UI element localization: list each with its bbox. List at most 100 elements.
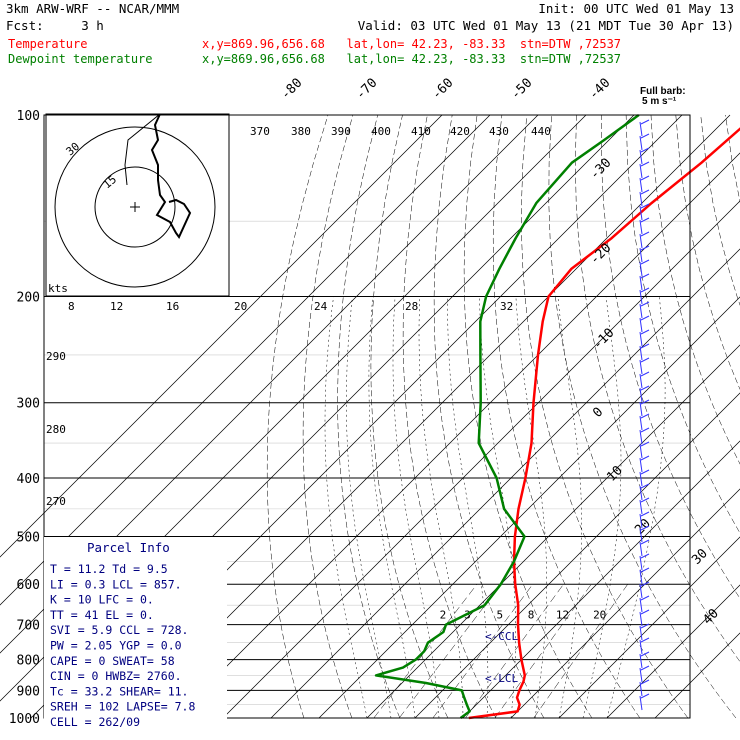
- init-time: Init: 00 UTC Wed 01 May 13: [538, 1, 734, 16]
- pressure-label: 400: [17, 472, 40, 487]
- wind-barb-shaft: [639, 639, 643, 655]
- pressure-label: 500: [17, 530, 40, 545]
- wind-barb-flag: [640, 371, 650, 377]
- dry-adiabat-line: [337, 114, 401, 719]
- wind-barb-shaft: [639, 275, 643, 291]
- isotherm-label: -60: [429, 76, 456, 103]
- lcl-marker: <-LCL: [485, 672, 518, 685]
- hodograph: 30 15 kts: [45, 113, 230, 297]
- mixing-ratio-lines: 2 3 5 8 12 20: [373, 584, 628, 719]
- pressure-label: 1000: [9, 712, 40, 727]
- mixing-ratio-line: [533, 584, 628, 719]
- mixing-ratio-label: 20: [593, 609, 606, 622]
- wind-barb-shaft: [639, 541, 643, 557]
- wind-barb-flag: [640, 525, 650, 531]
- dry-adiabat-line: [650, 114, 740, 465]
- wind-barb-flag: [640, 399, 650, 405]
- isotherm-label: 0: [590, 405, 606, 421]
- parcel-info-row: CAPE = 0 SWEAT= 58: [50, 654, 175, 668]
- wind-barb-shaft: [639, 443, 643, 459]
- wind-barb-flag: [640, 553, 650, 559]
- wind-barb-flag: [640, 203, 650, 209]
- wind-barb-shaft: [639, 135, 643, 151]
- dewpoint-legend-label: Dewpoint temperature: [8, 52, 153, 66]
- wind-barb-shaft: [639, 191, 643, 207]
- wind-barb-flag: [640, 623, 650, 629]
- mixing-ratio-label: 8: [528, 609, 535, 622]
- pressure-label: 100: [17, 109, 40, 124]
- wind-barb-flag: [640, 273, 650, 279]
- parcel-panel-title: Parcel Info: [87, 540, 170, 555]
- dry-adiabat-line: [700, 114, 740, 306]
- hodograph-speed-label: 20: [234, 300, 247, 313]
- wind-barb-shaft: [639, 261, 643, 277]
- theta-label: 400: [371, 125, 391, 138]
- wind-barb-flag: [640, 651, 650, 657]
- theta-label: 370: [250, 125, 270, 138]
- mixing-ratio-line: [494, 584, 592, 719]
- wind-barb-shaft: [639, 681, 643, 697]
- pressure-label: 900: [17, 684, 40, 699]
- wind-barb-flag: [640, 315, 650, 321]
- temperature-legend-info: x,y=869.96,656.68 lat,lon= 42.23, -83.33…: [202, 37, 621, 51]
- pressure-label: 300: [17, 397, 40, 412]
- wind-barb-shaft: [639, 387, 643, 403]
- pressure-label: 200: [17, 291, 40, 306]
- hodograph-speed-label: 8: [68, 300, 75, 313]
- wind-barb-flag: [640, 455, 650, 461]
- wind-barb-flag: [640, 693, 650, 699]
- wind-barb-shaft: [639, 331, 643, 347]
- parcel-info-panel: Parcel Info T = 11.2 Td = 9.5LI = 0.3 LC…: [44, 537, 227, 729]
- parcel-info-row: SREH = 102 LAPSE= 7.8: [50, 700, 195, 714]
- wind-barb-shaft: [639, 471, 643, 487]
- wind-barb-flag: [640, 441, 650, 447]
- dewpoint-legend-info: x,y=869.96,656.68 lat,lon= 42.23, -83.33…: [202, 52, 621, 66]
- hodograph-speed-label: 16: [166, 300, 179, 313]
- wind-barb-shaft: [639, 233, 643, 249]
- wind-barb-shaft: [639, 625, 643, 641]
- dry-adiabat-line: [370, 114, 449, 719]
- wind-barb-flag: [640, 343, 650, 349]
- isotherm-line: [510, 488, 740, 719]
- mixing-ratio-label: 5: [496, 609, 503, 622]
- isotherm-line: [318, 296, 740, 719]
- theta-label: 390: [331, 125, 351, 138]
- pressure-label: 700: [17, 619, 40, 634]
- wind-barb-flag: [640, 287, 650, 293]
- pressure-label: 800: [17, 654, 40, 669]
- dry-adiabat-line: [302, 114, 354, 719]
- parcel-info-row: SVI = 5.9 CCL = 728.: [50, 623, 188, 637]
- model-title: 3km ARW-WRF -- NCAR/MMM: [6, 1, 179, 16]
- parcel-info-row: Tc = 33.2 SHEAR= 11.: [50, 684, 188, 698]
- isotherm-label: 10: [604, 463, 626, 485]
- wind-barb-flag: [640, 329, 650, 335]
- wind-barb-flag: [640, 119, 650, 125]
- wind-barb-shaft: [639, 695, 643, 711]
- wind-barb-shaft: [639, 359, 643, 375]
- wind-barb-shaft: [639, 457, 643, 473]
- isotherm-label: -30: [587, 156, 614, 183]
- isotherm-label: 40: [700, 606, 722, 628]
- dry-adiabat-line: [402, 114, 497, 719]
- isotherm-line: [270, 248, 740, 719]
- wind-barb-flag: [640, 217, 650, 223]
- mixing-ratio-line: [465, 584, 564, 719]
- wind-barb-flag: [640, 189, 650, 195]
- wind-barb-shaft: [639, 121, 643, 137]
- wind-barb-shaft: [639, 205, 643, 221]
- isotherm-line: [462, 440, 740, 719]
- wind-barb-shaft: [639, 219, 643, 235]
- theta-label: 280: [46, 423, 66, 436]
- isotherm-line: [0, 114, 491, 606]
- hodograph-speed-label: 32: [500, 300, 513, 313]
- theta-label: 290: [46, 350, 66, 363]
- wind-barb-flag: [640, 567, 650, 573]
- wind-barb-shaft: [639, 485, 643, 501]
- moist-adiabat-line: [368, 296, 416, 719]
- isotherm-label: -10: [590, 326, 617, 353]
- hodograph-ring-15: [94, 166, 176, 248]
- wind-barb-flag: [640, 175, 650, 181]
- wind-barb-flag: [640, 581, 650, 587]
- pressure-label: 600: [17, 578, 40, 593]
